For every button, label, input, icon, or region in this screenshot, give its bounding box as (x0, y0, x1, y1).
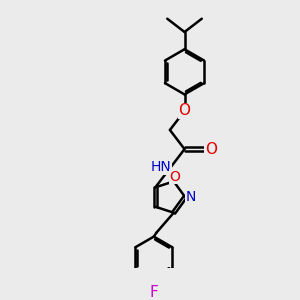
Text: O: O (205, 142, 217, 157)
Text: F: F (149, 285, 158, 300)
Text: O: O (169, 169, 181, 184)
Text: O: O (178, 103, 190, 118)
Text: N: N (186, 190, 196, 204)
Text: HN: HN (151, 160, 172, 174)
